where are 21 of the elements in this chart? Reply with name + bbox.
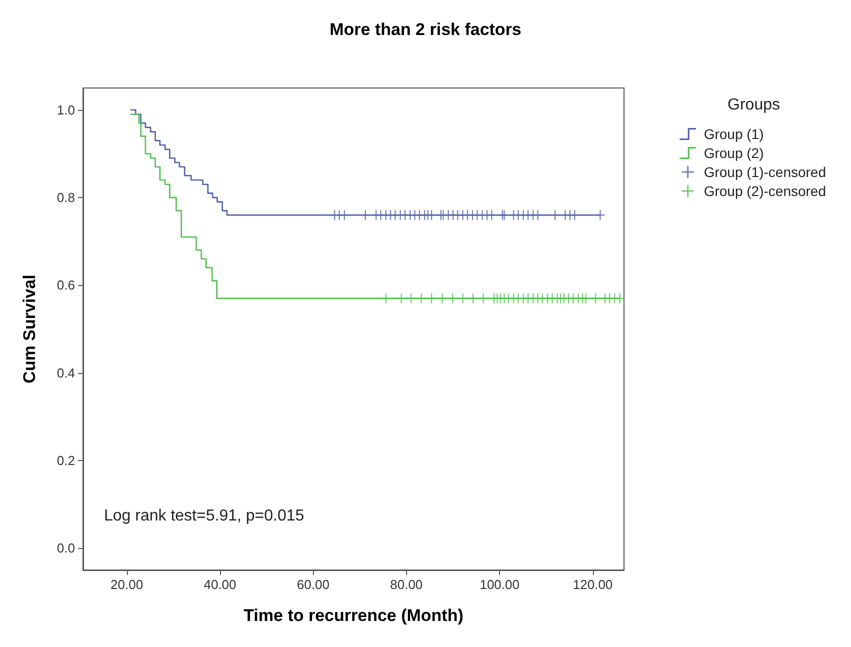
y-tick-label: 0.6	[56, 278, 75, 293]
x-tick-label: 120.00	[572, 577, 613, 592]
legend-label: Group (1)	[704, 126, 764, 142]
annotation: Log rank test=5.91, p=0.015	[104, 508, 304, 524]
legend-label: Group (2)-censored	[704, 183, 826, 199]
x-tick-label: 60.00	[296, 577, 330, 592]
legend-label: Group (2)	[704, 145, 764, 161]
y-tick-label: 0.8	[56, 190, 75, 206]
y-tick-label: 0.4	[56, 365, 75, 380]
y-tick-label: 1.0	[56, 102, 75, 118]
y-tick-label: 0.2	[56, 452, 75, 468]
x-tick-label: 100.00	[480, 577, 520, 592]
legend-label: Group (1)-censored	[704, 164, 826, 180]
y-axis-title: Cum Survival	[20, 274, 39, 384]
chart-title: More than 2 risk factors	[330, 20, 522, 39]
x-tick-label: 20.00	[110, 577, 144, 592]
x-tick-label: 40.00	[204, 577, 236, 592]
x-axis-title: Time to recurrence (Month)	[244, 606, 464, 625]
legend-title: Groups	[728, 96, 780, 114]
y-tick-label: 0.0	[56, 540, 75, 556]
x-tick-label: 80.00	[390, 577, 423, 592]
